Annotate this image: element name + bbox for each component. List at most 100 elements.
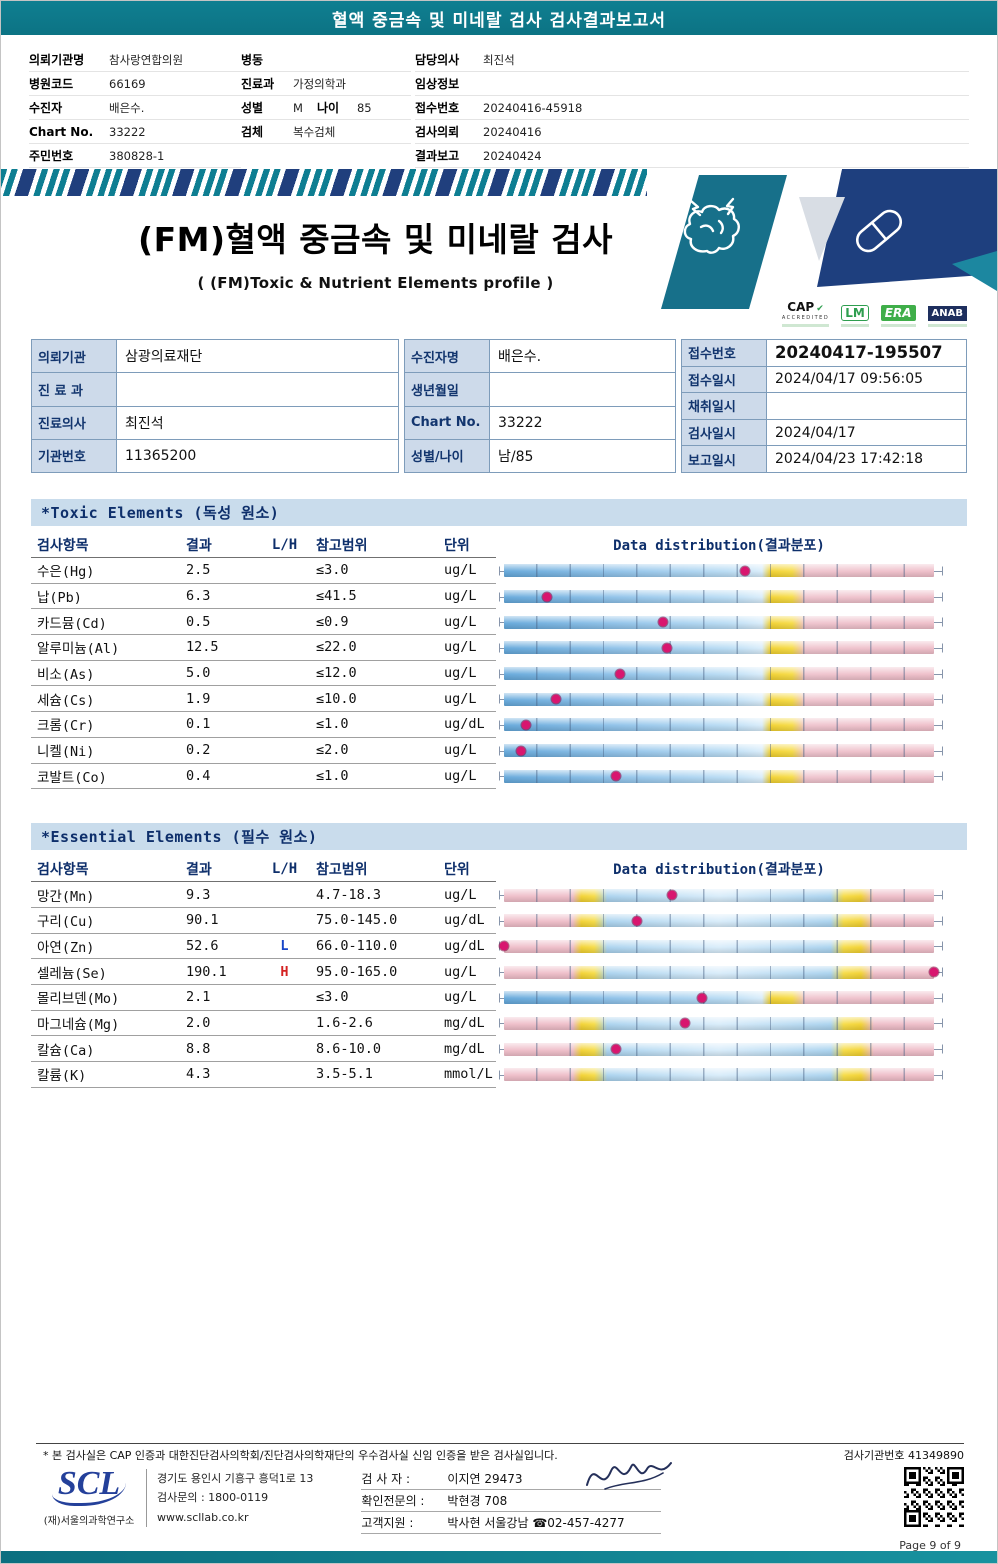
info-label: Chart No. [404, 405, 490, 440]
field-value: 20240416 [483, 124, 542, 139]
specimen-info-table: 의뢰기관 삼광의료재단 진 료 과 진료의사 최진석 기관번호 11365200 수진자명 배… [31, 339, 967, 473]
info-row: 기관번호 11365200 [31, 438, 399, 473]
test-result: 190.1 [186, 963, 227, 980]
lab-result-row: 마그네슘(Mg) 2.0 1.6-2.6 mg/dL [31, 1011, 967, 1037]
field-value: 배은수. [109, 100, 145, 115]
footer: * 본 검사실은 CAP 인증과 대한진단검사의학회/진단검사의학재단의 우수검… [1, 1443, 997, 1552]
test-unit: ug/L [444, 665, 477, 682]
distribution-cell [496, 738, 967, 764]
info-row: 진료의사 최진석 [31, 405, 399, 440]
distribution-bar [499, 939, 934, 953]
distribution-bar [504, 1068, 934, 1082]
scl-logo: SCL (재)서울의과학연구소 [36, 1467, 142, 1528]
test-range: 3.5-5.1 [316, 1066, 373, 1083]
info-label: 보고일시 [681, 445, 767, 473]
lab-result-row: 알루미늄(Al) 12.5 ≤22.0 ug/L [31, 635, 967, 661]
patient-field-row: 주민번호 380828-1 [29, 144, 241, 168]
test-result: 5.0 [186, 665, 211, 682]
row-fields: 니켈(Ni) 0.2 ≤2.0 ug/L [31, 738, 496, 764]
distribution-cell [496, 686, 967, 712]
lab-result-row: 납(Pb) 6.3 ≤41.5 ug/L [31, 584, 967, 610]
test-name: 크롬(Cr) [37, 718, 95, 735]
field-label: 검체 [241, 125, 264, 139]
field-label: 의뢰기관명 [29, 53, 85, 67]
certification-anab-logo: ANAB [927, 306, 967, 327]
result-marker [516, 746, 526, 756]
info-value: 33222 [490, 405, 676, 440]
result-marker [632, 916, 642, 926]
result-marker [611, 771, 621, 781]
test-result: 12.5 [186, 639, 219, 656]
info-value: 20240417-195507 [767, 339, 967, 367]
test-name: 셀레늄(Se) [37, 965, 107, 982]
table-header-row: 검사항목 결과 L/H 참고범위 단위 Data distribution(결과… [31, 856, 967, 883]
test-result: 4.3 [186, 1066, 211, 1083]
distribution-bar [504, 888, 934, 902]
address: 경기도 용인시 기흥구 흥덕1로 13 [157, 1472, 314, 1485]
lab-result-row: 셀레늄(Se) 190.1 H 95.0-165.0 ug/L [31, 959, 967, 985]
info-row: 진 료 과 [31, 372, 399, 407]
patient-field-row: 검체 복수검체 [241, 120, 411, 144]
patient-field-row: 검사의뢰 20240416 [415, 120, 969, 144]
info-row: 접수번호 20240417-195507 [681, 339, 967, 367]
row-fields: 수은(Hg) 2.5 ≤3.0 ug/L [31, 558, 496, 584]
info-label: 채취일시 [681, 392, 767, 420]
lab-result-row: 구리(Cu) 90.1 75.0-145.0 ug/dL [31, 908, 967, 934]
info-value: 11365200 [117, 438, 399, 473]
info-value: 최진석 [117, 405, 399, 440]
test-name: 세슘(Cs) [37, 692, 95, 709]
test-name: 칼슘(Ca) [37, 1042, 95, 1059]
toxic-section-header: *Toxic Elements (독성 원소) [31, 499, 967, 526]
field-label: 진료과 [241, 77, 275, 91]
test-name: 수은(Hg) [37, 564, 95, 581]
test-range: ≤22.0 [316, 639, 357, 656]
test-unit: ug/L [444, 989, 477, 1006]
test-unit: ug/dL [444, 937, 485, 954]
field-value: 85 [356, 100, 372, 115]
toxic-table-body: 수은(Hg) 2.5 ≤3.0 ug/L 납(Pb) 6.3 ≤41.5 ug/L 카드뮴(Cd… [31, 558, 967, 790]
test-range: ≤41.5 [316, 588, 357, 605]
test-range: ≤2.0 [316, 742, 349, 759]
column-header-test: 검사항목 [37, 861, 89, 878]
column-header-lh: L/H [271, 860, 298, 877]
row-fields: 칼슘(Ca) 8.8 8.6-10.0 mg/dL [31, 1036, 496, 1062]
info-group-dates: 접수번호 20240417-195507 접수일시 2024/04/17 09:56:… [681, 339, 967, 473]
lab-result-row: 비소(As) 5.0 ≤12.0 ug/L [31, 661, 967, 687]
result-marker [929, 967, 939, 977]
info-value: 2024/04/17 [767, 418, 967, 447]
distribution-bar [504, 615, 934, 629]
distribution-bar [504, 692, 934, 706]
result-marker [662, 643, 672, 653]
test-result: 0.1 [186, 716, 211, 733]
certification-logos: CAPACCREDITED LM ERA ANAB [782, 300, 967, 327]
result-marker [667, 890, 677, 900]
test-result: 1.9 [186, 690, 211, 707]
essential-table-body: 망간(Mn) 9.3 4.7-18.3 ug/L 구리(Cu) 90.1 75.0-145.… [31, 882, 967, 1088]
field-value: 380828-1 [109, 148, 165, 163]
brain-icon [683, 197, 740, 254]
staff-row: 확인전문의 : 박현경 708 [361, 1490, 662, 1512]
test-range: ≤10.0 [316, 690, 357, 707]
test-range: ≤12.0 [316, 665, 357, 682]
field-label: 성별 [241, 101, 264, 115]
test-range: ≤1.0 [316, 767, 349, 784]
distribution-bar [504, 564, 934, 578]
row-fields: 구리(Cu) 90.1 75.0-145.0 ug/dL [31, 908, 496, 934]
hero-title-block: (FM)혈액 중금속 및 미네랄 검사 ( (FM)Toxic & Nutrie… [113, 213, 638, 292]
patient-header-col1: 의뢰기관명 참사랑연합의원 병원코드 66169 수진자 배은수. Chart No. 332… [29, 48, 241, 169]
distribution-bar [504, 965, 939, 979]
test-unit: mmol/L [444, 1066, 493, 1083]
test-unit: ug/L [444, 767, 477, 784]
header-fields: 검사항목 결과 L/H 참고범위 단위 [31, 532, 496, 558]
header-fields: 검사항목 결과 L/H 참고범위 단위 [31, 856, 496, 883]
header-decoration [647, 169, 997, 331]
info-value: 배은수. [490, 339, 676, 374]
test-result: 6.3 [186, 588, 211, 605]
contact-phone: 검사문의 : 1800-0119 [157, 1491, 269, 1505]
row-fields: 알루미늄(Al) 12.5 ≤22.0 ug/L [31, 635, 496, 661]
distribution-cell [496, 1062, 967, 1088]
table-header-row: 검사항목 결과 L/H 참고범위 단위 Data distribution(결과… [31, 532, 967, 558]
test-flag: H [280, 963, 289, 980]
info-label: 검사일시 [681, 418, 767, 447]
